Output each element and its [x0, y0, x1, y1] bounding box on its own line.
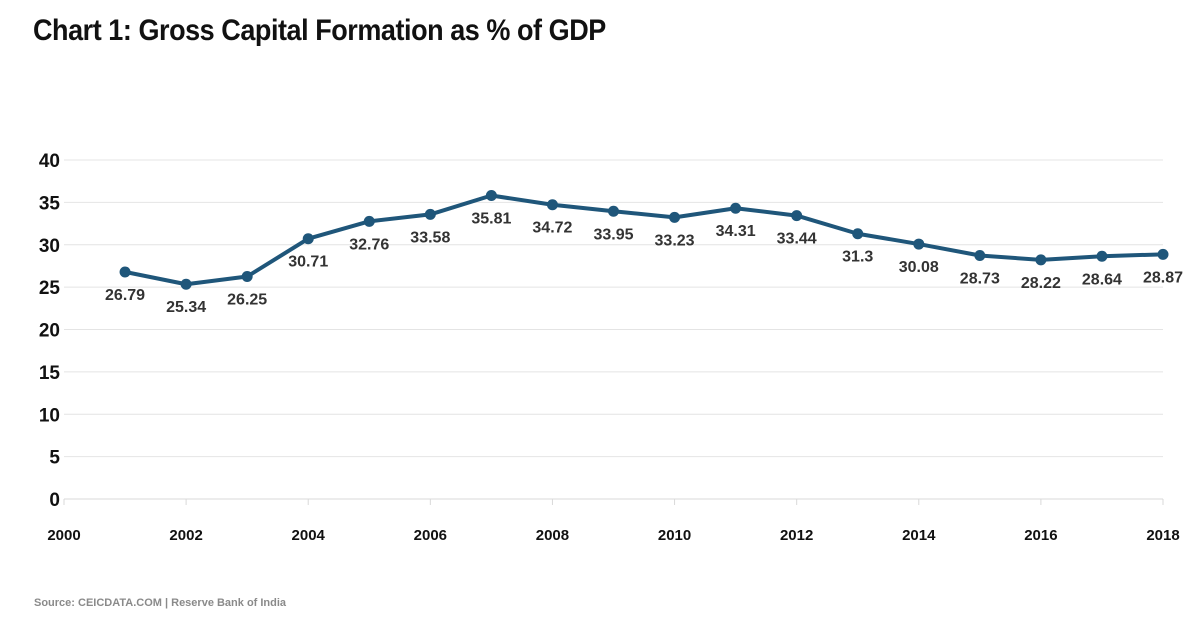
y-tick-label: 5: [49, 448, 60, 469]
y-tick-label: 20: [39, 321, 60, 342]
data-point: [302, 233, 314, 245]
data-label: 28.64: [1082, 271, 1122, 288]
x-tick-label: 2018: [1146, 527, 1179, 544]
y-tick-label: 35: [39, 193, 61, 214]
data-point: [669, 211, 681, 223]
data-label: 31.3: [842, 249, 873, 266]
y-axis: 0 5 10 15 20 25 30 35 40: [39, 151, 61, 511]
data-label: 28.73: [960, 271, 1000, 288]
data-label: 33.95: [593, 226, 633, 243]
data-label: 25.34: [166, 299, 206, 316]
data-label: 30.71: [288, 254, 328, 271]
data-point: [913, 238, 925, 250]
data-point: [974, 250, 986, 262]
data-label: 33.44: [777, 231, 817, 248]
data-label: 30.08: [899, 259, 939, 276]
data-label: 34.72: [532, 220, 572, 237]
data-point: [608, 205, 619, 217]
x-axis: 2000 2002 2004 2006 2008 2010 2012 2014 2016 2018: [47, 499, 1180, 544]
x-tick-label: 2004: [292, 527, 326, 544]
data-point: [546, 199, 558, 211]
y-tick-label: 10: [39, 405, 60, 426]
data-label: 32.76: [349, 236, 389, 253]
data-point: [1157, 248, 1169, 260]
data-point: [363, 215, 375, 227]
data-point: [485, 190, 497, 202]
data-label: 26.25: [227, 292, 267, 309]
source-note: Source: CEICDATA.COM | Reserve Bank of I…: [34, 597, 287, 609]
x-tick-label: 2008: [536, 527, 569, 544]
y-tick-label: 0: [49, 490, 60, 511]
data-label: 33.23: [655, 232, 695, 249]
data-label: 28.87: [1143, 269, 1183, 286]
data-point: [1096, 250, 1108, 262]
series-polyline: [123, 193, 1165, 287]
x-tick-label: 2000: [47, 527, 80, 544]
data-points: [119, 190, 1169, 290]
x-tick-label: 2006: [414, 527, 447, 544]
data-label: 26.79: [105, 287, 145, 304]
data-point: [424, 208, 436, 220]
gridlines: [64, 159, 1163, 500]
y-tick-label: 30: [39, 236, 60, 257]
y-tick-label: 40: [39, 151, 60, 172]
data-point: [852, 228, 864, 240]
y-tick-label: 25: [39, 278, 61, 299]
series-line: [123, 193, 1165, 287]
data-label: 33.58: [410, 229, 450, 246]
data-point: [119, 266, 131, 278]
data-label: 35.81: [471, 211, 511, 228]
data-point: [1035, 254, 1047, 266]
x-tick-label: 2010: [658, 527, 691, 544]
data-point: [241, 271, 253, 283]
y-tick-label: 15: [39, 363, 61, 384]
data-point: [791, 210, 803, 222]
data-point: [180, 278, 192, 290]
data-labels: 26.79 25.34 26.25 30.71 32.76 33.58 35.81 34.72…: [105, 211, 1183, 317]
data-point: [730, 202, 742, 214]
x-tick-label: 2002: [169, 527, 202, 544]
x-tick-label: 2016: [1024, 527, 1057, 544]
x-tick-label: 2014: [902, 527, 936, 544]
x-tick-label: 2012: [780, 527, 813, 544]
chart-title: Chart 1: Gross Capital Formation as % of…: [33, 14, 606, 47]
data-label: 34.31: [716, 223, 756, 240]
data-label: 28.22: [1021, 275, 1061, 292]
